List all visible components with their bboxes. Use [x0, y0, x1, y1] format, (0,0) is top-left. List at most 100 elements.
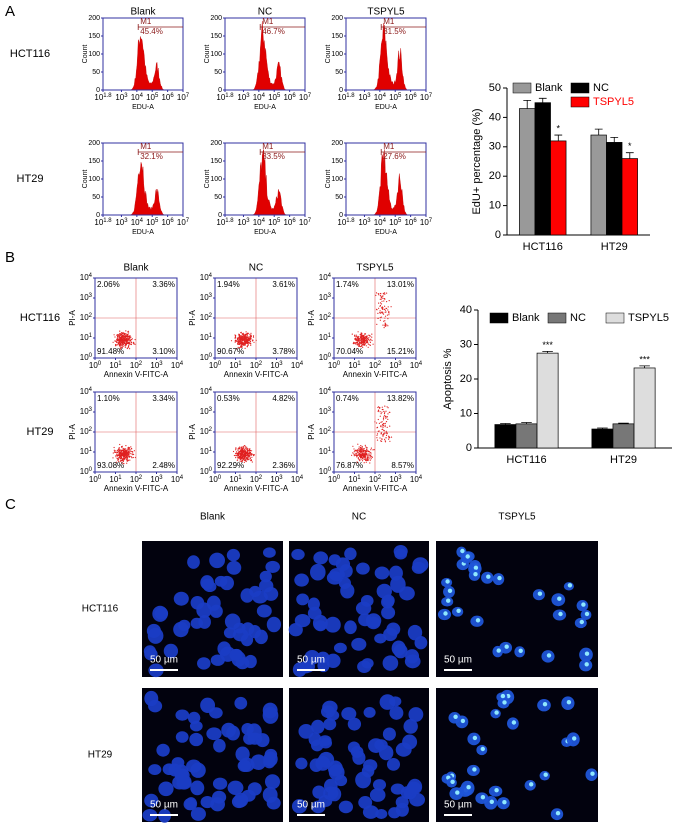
- nucleus: [362, 805, 379, 819]
- x-axis-label: EDU-A: [375, 104, 397, 111]
- event-dot: [248, 340, 250, 342]
- event-dot: [356, 344, 358, 346]
- nucleus: [395, 796, 409, 809]
- event-dot: [380, 303, 383, 305]
- nucleus: [237, 759, 252, 772]
- event-dot: [243, 457, 245, 459]
- tick-base: 10: [131, 93, 140, 102]
- tick-exponent: 1: [238, 361, 242, 367]
- event-dot: [119, 346, 121, 348]
- event-dot: [379, 437, 381, 439]
- nucleus: [358, 613, 372, 627]
- event-dot: [130, 341, 133, 343]
- x-axis-label: EDU-A: [132, 104, 154, 111]
- event-dot: [363, 448, 366, 450]
- y-tick-label: 150: [88, 158, 100, 165]
- tick-exponent: 2: [328, 313, 332, 319]
- event-dot: [382, 424, 385, 426]
- tick-base: 10: [389, 475, 398, 484]
- x-tick-label: 103: [237, 93, 250, 103]
- nucleus: [322, 700, 338, 715]
- y-axis-label: Count: [204, 45, 211, 64]
- event-dot: [250, 454, 253, 456]
- x-tick-label: 103: [389, 361, 402, 371]
- tick-exponent: 7: [308, 218, 312, 224]
- quadrant-percent: 1.94%: [217, 280, 240, 289]
- tick-base: 10: [328, 475, 337, 484]
- event-dot: [365, 459, 367, 461]
- event-dot: [354, 450, 356, 452]
- tick-base: 10: [200, 387, 209, 396]
- nucleus: [341, 707, 357, 721]
- event-dot: [368, 455, 370, 457]
- tick-base: 10: [80, 293, 89, 302]
- event-dot: [365, 341, 367, 343]
- tick-exponent: 6: [170, 93, 174, 99]
- event-dot: [388, 300, 390, 302]
- event-dot: [355, 343, 357, 345]
- quadrant-percent: 13.82%: [387, 394, 414, 403]
- x-tick-label: 100: [89, 475, 102, 485]
- nucleus: [143, 645, 156, 657]
- nucleus: [374, 566, 390, 580]
- event-cloud: [112, 443, 136, 465]
- nucleus: [311, 719, 325, 734]
- event-dot: [134, 339, 136, 341]
- legend-swatch: [570, 82, 590, 94]
- event-dot: [116, 450, 118, 452]
- event-dot: [362, 346, 364, 348]
- event-dot: [385, 410, 387, 412]
- event-dot: [232, 450, 235, 453]
- event-dot: [369, 455, 371, 457]
- bright-spot: [497, 575, 502, 581]
- x-tick-label: HCT116: [506, 454, 546, 466]
- event-dot: [363, 462, 365, 464]
- event-dot: [126, 452, 128, 454]
- y-tick-label: 10: [489, 200, 501, 212]
- bright-spot: [579, 619, 584, 625]
- x-axis-label: EDU-A: [254, 229, 276, 236]
- nucleus: [227, 780, 244, 795]
- tick-exponent: 2: [328, 427, 332, 433]
- y-axis-label: PI-A: [188, 310, 197, 326]
- tick-exponent: 4: [180, 475, 184, 481]
- event-dot: [129, 348, 131, 350]
- event-dot: [124, 455, 126, 457]
- event-dot: [120, 454, 123, 456]
- event-dot: [118, 336, 120, 338]
- event-dot: [252, 336, 255, 338]
- tick-exponent: 1.8: [225, 93, 234, 99]
- event-dot: [126, 342, 128, 344]
- event-dot: [244, 450, 247, 452]
- event-dot: [368, 339, 370, 341]
- bar: [534, 102, 551, 236]
- bright-spot: [450, 779, 455, 784]
- event-dot: [351, 454, 353, 456]
- event-dot: [239, 343, 241, 346]
- event-dot: [234, 334, 236, 336]
- event-dot: [376, 422, 378, 424]
- gate-percent: 33.5%: [262, 152, 285, 161]
- event-dot: [386, 416, 388, 418]
- event-dot: [118, 460, 120, 462]
- event-dot: [375, 292, 378, 294]
- event-dot: [252, 339, 254, 342]
- x-tick-label: 107: [177, 218, 190, 228]
- tick-exponent: 0: [218, 361, 222, 367]
- gate-name: M1: [383, 142, 395, 151]
- tick-base: 10: [171, 475, 180, 484]
- bright-spot: [537, 591, 543, 596]
- event-dot: [245, 333, 247, 335]
- event-dot: [383, 410, 385, 412]
- event-dot: [241, 346, 243, 348]
- bright-spot: [465, 554, 470, 559]
- nucleus: [381, 605, 396, 620]
- event-dot: [246, 459, 248, 461]
- tick-base: 10: [420, 218, 429, 227]
- event-dot: [384, 309, 386, 311]
- event-dot: [377, 406, 379, 409]
- event-dot: [388, 411, 390, 413]
- event-dot: [365, 339, 367, 341]
- event-dot: [129, 455, 131, 457]
- tick-exponent: 4: [419, 475, 423, 481]
